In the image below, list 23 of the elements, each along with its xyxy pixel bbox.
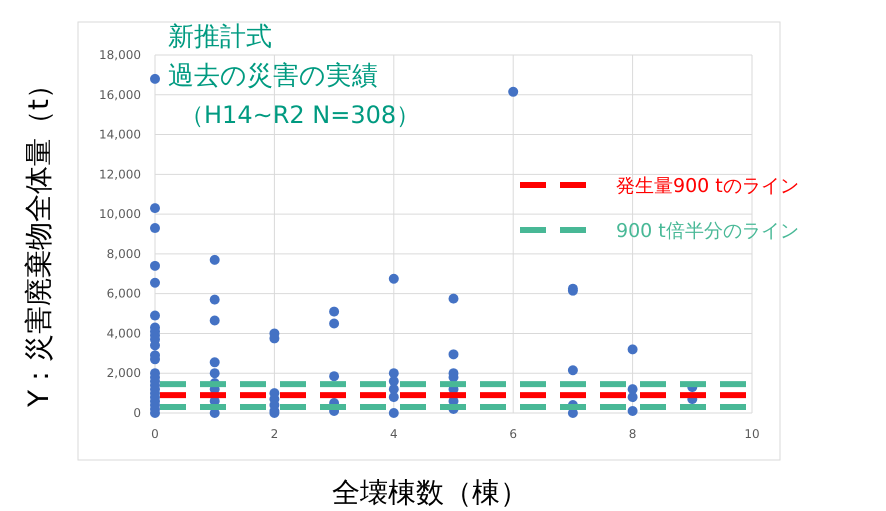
y-tick-label: 14,000: [99, 128, 141, 142]
y-tick-label: 8,000: [106, 246, 141, 261]
y-axis-title: Y：災害廃棄物全体量（t）: [22, 70, 55, 408]
y-tick-label: 2,000: [106, 366, 141, 380]
y-tick-label: 0: [133, 406, 141, 420]
x-tick-label: 2: [270, 427, 278, 441]
x-tick-label: 0: [151, 427, 159, 441]
chart-title: 新推計式: [168, 22, 272, 52]
y-tick-label: 4,000: [106, 326, 141, 340]
chart-subtitle: 過去の災害の実績: [168, 61, 378, 91]
x-axis-title: 全壊棟数（棟）: [332, 476, 528, 509]
x-tick-label: 4: [390, 427, 398, 441]
legend-label: 900 t倍半分のライン: [616, 220, 799, 242]
y-tick-label: 12,000: [99, 167, 141, 182]
y-tick-label: 18,000: [99, 48, 141, 62]
legend-label: 発生量900 tのライン: [616, 175, 799, 197]
x-tick-label: 8: [628, 427, 636, 441]
y-tick-label: 10,000: [99, 207, 141, 222]
annotation: （H14~R2 N=308）: [180, 101, 420, 129]
x-tick-label: 6: [509, 427, 518, 441]
x-tick-label: 10: [744, 427, 760, 441]
y-tick-label: 16,000: [99, 88, 141, 102]
y-tick-label: 6,000: [106, 286, 141, 301]
